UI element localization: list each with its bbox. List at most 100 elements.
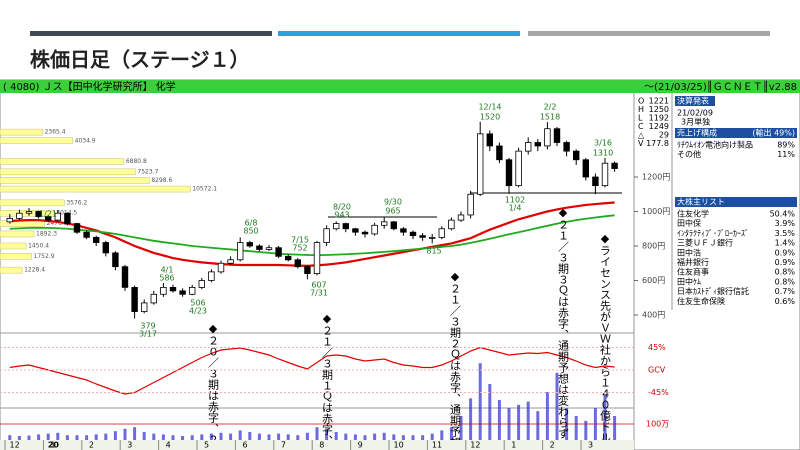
candle-body bbox=[93, 236, 100, 243]
year-label: 20 bbox=[48, 441, 60, 450]
volume-tick-label: 100万 bbox=[646, 420, 669, 429]
candle-body bbox=[102, 242, 109, 254]
candle-body bbox=[390, 221, 397, 230]
candle-body bbox=[83, 231, 90, 238]
row-label: 住友商事 bbox=[677, 267, 709, 277]
price-label: 607 bbox=[311, 281, 326, 290]
chart-title: ( 4080) Ｊス【田中化学研究所】 化学 bbox=[3, 80, 176, 93]
row-label: 住友化学 bbox=[677, 209, 709, 219]
row-value: 0.9% bbox=[775, 258, 796, 267]
candle-body bbox=[534, 142, 541, 147]
row-label: その他 bbox=[677, 149, 701, 159]
profile-label: 2365.4 bbox=[45, 129, 66, 136]
row-value: 0.9% bbox=[775, 248, 796, 257]
candle-body bbox=[35, 211, 42, 218]
y-tick-label: 400円 bbox=[642, 310, 665, 319]
price-label: 9/30 bbox=[384, 198, 402, 207]
price-label: 1102 bbox=[505, 196, 525, 205]
quote-label: L bbox=[638, 114, 643, 123]
candle-body bbox=[140, 302, 148, 312]
candle-body bbox=[294, 259, 301, 268]
candle-body bbox=[236, 242, 244, 261]
candle-body bbox=[332, 223, 340, 230]
row-value: 0.6% bbox=[775, 297, 796, 306]
profile-label: 1450.4 bbox=[28, 242, 49, 249]
profile-bar bbox=[0, 199, 65, 207]
volume-bar bbox=[200, 434, 204, 440]
x-tick-label: 7 bbox=[281, 441, 286, 450]
candle-body bbox=[486, 133, 493, 147]
chart-frame bbox=[0, 79, 800, 450]
volume-bar bbox=[382, 432, 386, 440]
price-label: 4/1 bbox=[161, 266, 174, 275]
volume-bar bbox=[545, 392, 549, 440]
price-label: 586 bbox=[159, 274, 174, 283]
x-tick-label: 6 bbox=[242, 441, 247, 450]
candle-body bbox=[400, 228, 407, 233]
volume-bar bbox=[325, 428, 329, 440]
stripe bbox=[528, 31, 770, 36]
price-label: 1520 bbox=[480, 113, 500, 122]
candle-body bbox=[112, 252, 119, 268]
x-axis-band bbox=[0, 440, 634, 450]
volume-bar bbox=[161, 434, 165, 440]
candle-body bbox=[16, 212, 23, 219]
quote-value: 1250 bbox=[649, 105, 669, 114]
volume-bar bbox=[85, 435, 89, 440]
profile-bar bbox=[0, 177, 150, 184]
box-heading bbox=[675, 96, 715, 106]
row-value: 11% bbox=[777, 150, 795, 159]
price-label: 1518 bbox=[540, 113, 560, 122]
candle-body bbox=[179, 290, 186, 295]
moving-average bbox=[9, 214, 615, 257]
x-tick-label: 12 bbox=[10, 441, 20, 450]
quote-value: 177.8 bbox=[646, 139, 669, 148]
volume-bar bbox=[171, 435, 175, 440]
row-value: 3.5% bbox=[775, 229, 796, 238]
candle-body bbox=[582, 159, 589, 178]
profile-bar bbox=[0, 158, 125, 165]
candle-body bbox=[515, 150, 522, 187]
volume-bar bbox=[555, 372, 559, 440]
row-label: ｲﾝﾀﾗｸﾃｨﾌﾞ･ﾌﾞﾛｰｶｰｽﾞ bbox=[677, 229, 749, 238]
candle-body bbox=[160, 286, 167, 295]
price-label: 1/4 bbox=[509, 204, 522, 213]
profile-bar bbox=[0, 137, 73, 145]
candle-body bbox=[131, 286, 138, 312]
candle-body bbox=[525, 142, 532, 152]
price-label: 3/17 bbox=[139, 330, 157, 339]
volume-bar bbox=[257, 433, 261, 440]
profile-bar bbox=[0, 242, 27, 250]
profile-bar bbox=[0, 266, 23, 274]
volume-bar bbox=[190, 435, 194, 440]
price-label: 7/15 bbox=[291, 236, 309, 245]
volume-bar bbox=[46, 433, 50, 440]
volume-bar bbox=[142, 432, 146, 440]
candle-body bbox=[544, 128, 551, 147]
row-value: 3.9% bbox=[775, 219, 796, 228]
candle-body bbox=[198, 280, 205, 288]
row-value: 89% bbox=[777, 141, 795, 150]
row-label: 田中ｹﾑ bbox=[677, 276, 701, 286]
volume-bar bbox=[296, 435, 300, 440]
quote-label: C bbox=[638, 122, 644, 131]
row-value: 1.4% bbox=[775, 239, 796, 248]
sales-export: (輸出 49%) bbox=[752, 128, 795, 138]
box-heading bbox=[675, 197, 797, 207]
volume-bar bbox=[65, 435, 69, 440]
row-label: 福井銀行 bbox=[677, 257, 709, 267]
candle-body bbox=[496, 145, 503, 161]
x-tick-label: 1 bbox=[511, 441, 516, 450]
profile-label: 6880.8 bbox=[126, 158, 147, 165]
profile-label: 1228.4 bbox=[24, 267, 45, 274]
row-label: 三菱ＵＦＪ銀行 bbox=[677, 238, 733, 248]
x-tick-label: 1 bbox=[50, 441, 55, 450]
profile-label: 7523.7 bbox=[137, 168, 158, 175]
x-tick-label: 3 bbox=[588, 441, 593, 450]
volume-bar bbox=[56, 432, 60, 440]
candle-body bbox=[457, 214, 465, 221]
x-tick-label: 2 bbox=[89, 441, 94, 450]
x-tick-label: 12 bbox=[470, 441, 480, 450]
volume-bar bbox=[363, 435, 367, 440]
